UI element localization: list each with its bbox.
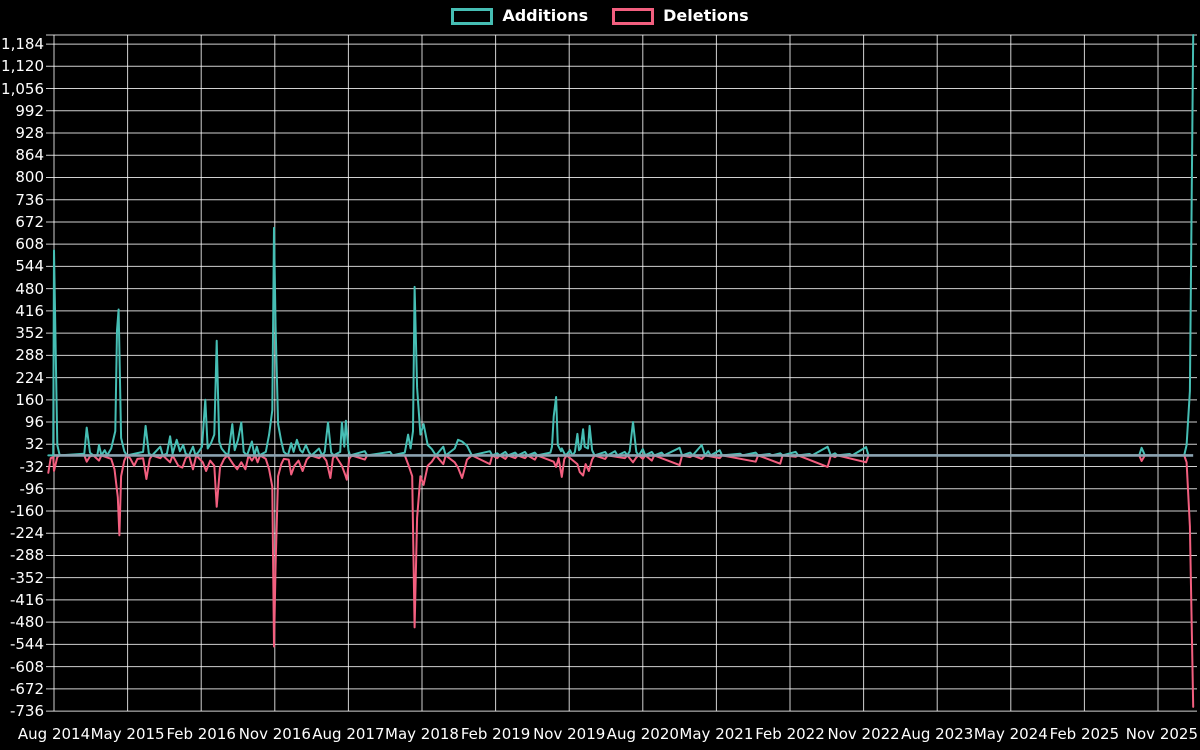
x-axis-label: May 2021 bbox=[679, 725, 754, 743]
y-axis-label: 544 bbox=[15, 257, 44, 276]
y-axis-label: -544 bbox=[9, 635, 44, 654]
deletions-swatch-icon bbox=[612, 7, 655, 25]
x-axis-label: May 2024 bbox=[973, 725, 1048, 743]
y-axis-label: 416 bbox=[15, 301, 44, 320]
y-axis-label: -672 bbox=[9, 679, 44, 698]
x-axis-label: Nov 2016 bbox=[238, 725, 311, 743]
y-axis-label: 1,056 bbox=[1, 79, 44, 98]
legend-label-deletions: Deletions bbox=[663, 6, 749, 25]
x-axis-label: May 2018 bbox=[385, 725, 459, 743]
y-axis-label: 1,120 bbox=[1, 57, 44, 76]
y-axis-label: 800 bbox=[15, 168, 44, 187]
x-axis-label: Feb 2022 bbox=[755, 725, 825, 743]
x-axis-label: Aug 2017 bbox=[312, 725, 385, 743]
x-axis-label: Aug 2023 bbox=[901, 725, 974, 743]
x-axis-label: Nov 2019 bbox=[533, 725, 606, 743]
additions-swatch-icon bbox=[451, 7, 494, 25]
x-axis-label: Feb 2019 bbox=[460, 725, 531, 743]
y-axis-label: 928 bbox=[15, 124, 44, 142]
x-axis-label: May 2015 bbox=[90, 725, 165, 743]
y-axis-label: -480 bbox=[9, 613, 44, 632]
y-axis-label: -288 bbox=[9, 546, 44, 565]
y-axis-label: 224 bbox=[15, 368, 44, 387]
y-axis-label: -736 bbox=[9, 702, 44, 721]
y-axis-label: 96 bbox=[24, 413, 44, 432]
additions-line bbox=[47, 34, 1195, 457]
y-axis-label: 480 bbox=[15, 279, 44, 298]
y-axis-label: -416 bbox=[9, 590, 44, 609]
y-axis-label: -96 bbox=[19, 479, 45, 498]
y-axis-label: 160 bbox=[15, 390, 44, 409]
y-axis-label: 992 bbox=[15, 101, 44, 120]
chart-legend: Additions Deletions bbox=[0, 7, 1200, 25]
y-axis-label: 32 bbox=[24, 435, 44, 454]
x-axis-label: Aug 2014 bbox=[17, 725, 91, 743]
x-axis-label: Aug 2020 bbox=[606, 725, 679, 743]
y-axis-label: -608 bbox=[9, 657, 44, 676]
x-axis-label: Feb 2025 bbox=[1049, 725, 1120, 743]
y-axis-label: 288 bbox=[15, 346, 44, 365]
legend-item-additions[interactable]: Additions bbox=[451, 7, 588, 25]
y-axis-label: 1,184 bbox=[1, 35, 44, 54]
y-axis-label: -160 bbox=[9, 501, 44, 520]
y-axis: 1,184 1,120 1,056 992 928 864 800 736 672 608 544 4… bbox=[0, 0, 44, 750]
y-axis-label: -224 bbox=[9, 524, 44, 543]
legend-item-deletions[interactable]: Deletions bbox=[612, 7, 749, 25]
y-axis-label: 352 bbox=[15, 324, 44, 343]
x-axis: Aug 2014 May 2015 Feb 2016 Nov 2016 Aug 2017… bbox=[0, 724, 1200, 746]
legend-label-additions: Additions bbox=[502, 6, 589, 25]
y-axis-label: -352 bbox=[9, 568, 44, 587]
y-axis-label: 608 bbox=[15, 235, 44, 254]
y-axis-label: 672 bbox=[15, 212, 44, 231]
deletions-line bbox=[47, 454, 1195, 708]
y-axis-label: 736 bbox=[15, 190, 44, 209]
x-axis-label: Nov 2022 bbox=[827, 725, 900, 743]
y-axis-label: -32 bbox=[19, 457, 45, 476]
x-axis-label: Feb 2016 bbox=[166, 725, 236, 743]
y-axis-label: 864 bbox=[15, 146, 44, 165]
x-axis-label: Nov 2025 bbox=[1125, 725, 1198, 743]
